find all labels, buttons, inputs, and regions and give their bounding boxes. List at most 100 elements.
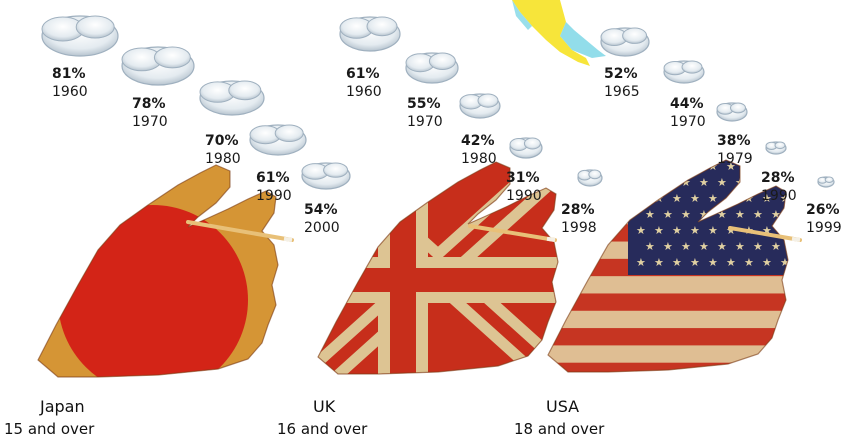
svg-text:★: ★ xyxy=(771,240,781,253)
data-point-usa-1999: 26% 1999 xyxy=(806,202,842,236)
age-label-usa: 18 and over xyxy=(514,420,605,438)
data-point-japan-1960: 81% 1960 xyxy=(52,66,88,100)
percent-label: 44% xyxy=(670,96,704,112)
percent-label: 42% xyxy=(461,133,495,149)
smoke-cloud xyxy=(41,15,119,57)
panel-japan: 81% 1960 78% 1970 70% 1980 61% 1990 54% 2000 xyxy=(37,15,351,378)
svg-text:★: ★ xyxy=(645,208,655,221)
svg-text:★: ★ xyxy=(726,224,736,237)
percent-label: 31% xyxy=(506,170,540,186)
smoke-cloud xyxy=(509,137,543,159)
svg-text:★: ★ xyxy=(762,256,772,269)
country-label-usa: USA xyxy=(546,397,580,416)
svg-text:★: ★ xyxy=(663,240,673,253)
svg-text:★: ★ xyxy=(681,240,691,253)
svg-text:★: ★ xyxy=(789,240,799,253)
smoke-cloud xyxy=(663,60,705,84)
svg-text:★: ★ xyxy=(735,208,745,221)
svg-text:★: ★ xyxy=(744,256,754,269)
svg-text:★: ★ xyxy=(690,256,700,269)
svg-text:★: ★ xyxy=(654,224,664,237)
svg-text:★: ★ xyxy=(654,160,664,173)
smoke-cloud xyxy=(716,102,748,122)
percent-label: 28% xyxy=(561,202,595,218)
smoke-cloud xyxy=(577,169,603,187)
year-label: 1998 xyxy=(561,220,597,236)
cigarette xyxy=(468,224,557,242)
svg-text:★: ★ xyxy=(690,160,700,173)
year-label: 1960 xyxy=(52,84,88,100)
svg-text:★: ★ xyxy=(753,208,763,221)
cigarette xyxy=(186,220,294,242)
svg-text:★: ★ xyxy=(636,256,646,269)
year-label: 2000 xyxy=(304,220,340,236)
smoke-cloud xyxy=(600,27,650,57)
year-label: 1965 xyxy=(604,84,640,100)
svg-text:★: ★ xyxy=(699,240,709,253)
percent-label: 26% xyxy=(806,202,840,218)
smoke-cloud xyxy=(199,80,265,116)
data-point-uk-1960: 61% 1960 xyxy=(346,66,382,100)
smoke-cloud xyxy=(301,162,351,190)
year-label: 1980 xyxy=(461,151,497,167)
percent-label: 81% xyxy=(52,66,86,82)
smoke-cloud xyxy=(405,52,459,84)
year-label: 1979 xyxy=(717,151,753,167)
percent-label: 52% xyxy=(604,66,638,82)
svg-text:★: ★ xyxy=(690,224,700,237)
percent-label: 54% xyxy=(304,202,338,218)
svg-text:★: ★ xyxy=(663,176,673,189)
svg-text:★: ★ xyxy=(735,240,745,253)
data-point-usa-1970: 44% 1970 xyxy=(670,96,706,130)
data-point-uk-1980: 42% 1980 xyxy=(461,133,497,167)
data-point-uk-1990: 31% 1990 xyxy=(506,170,542,204)
age-label-uk: 16 and over xyxy=(277,420,368,438)
svg-text:★: ★ xyxy=(654,256,664,269)
svg-text:★: ★ xyxy=(699,176,709,189)
percent-label: 28% xyxy=(761,170,795,186)
svg-text:★: ★ xyxy=(708,224,718,237)
svg-text:★: ★ xyxy=(636,224,646,237)
year-label: 1990 xyxy=(506,188,542,204)
data-point-usa-1965: 52% 1965 xyxy=(604,66,640,100)
year-label: 1970 xyxy=(132,114,168,130)
age-label-japan: 15 and over xyxy=(4,420,95,438)
svg-text:★: ★ xyxy=(672,192,682,205)
year-label: 1960 xyxy=(346,84,382,100)
year-label: 1980 xyxy=(205,151,241,167)
year-label: 1970 xyxy=(670,114,706,130)
data-point-japan-2000: 54% 2000 xyxy=(304,202,340,236)
map-fragment xyxy=(512,0,606,66)
smoke-cloud xyxy=(121,46,195,86)
svg-text:★: ★ xyxy=(690,192,700,205)
percent-label: 55% xyxy=(407,96,441,112)
year-label: 1990 xyxy=(256,188,292,204)
data-point-japan-1990: 61% 1990 xyxy=(256,170,292,204)
svg-text:★: ★ xyxy=(672,256,682,269)
svg-text:★: ★ xyxy=(645,240,655,253)
percent-label: 61% xyxy=(346,66,380,82)
data-point-usa-1979: 38% 1979 xyxy=(717,133,753,167)
svg-text:★: ★ xyxy=(663,208,673,221)
svg-text:★: ★ xyxy=(645,176,655,189)
smoke-cloud xyxy=(459,93,501,119)
svg-text:★: ★ xyxy=(699,208,709,221)
svg-text:★: ★ xyxy=(636,192,646,205)
svg-text:★: ★ xyxy=(771,208,781,221)
data-point-uk-1998: 28% 1998 xyxy=(561,202,597,236)
percent-label: 70% xyxy=(205,133,239,149)
smoke-cloud xyxy=(339,16,401,52)
year-label: 1970 xyxy=(407,114,443,130)
svg-text:★: ★ xyxy=(681,208,691,221)
svg-text:★: ★ xyxy=(708,256,718,269)
country-label-uk: UK xyxy=(313,397,336,416)
year-label: 1999 xyxy=(806,220,842,236)
svg-text:★: ★ xyxy=(726,160,736,173)
svg-text:★: ★ xyxy=(672,160,682,173)
cigarette xyxy=(728,226,802,242)
svg-text:★: ★ xyxy=(762,224,772,237)
data-point-uk-1970: 55% 1970 xyxy=(407,96,443,130)
country-label-japan: Japan xyxy=(40,397,85,416)
svg-text:★: ★ xyxy=(681,176,691,189)
